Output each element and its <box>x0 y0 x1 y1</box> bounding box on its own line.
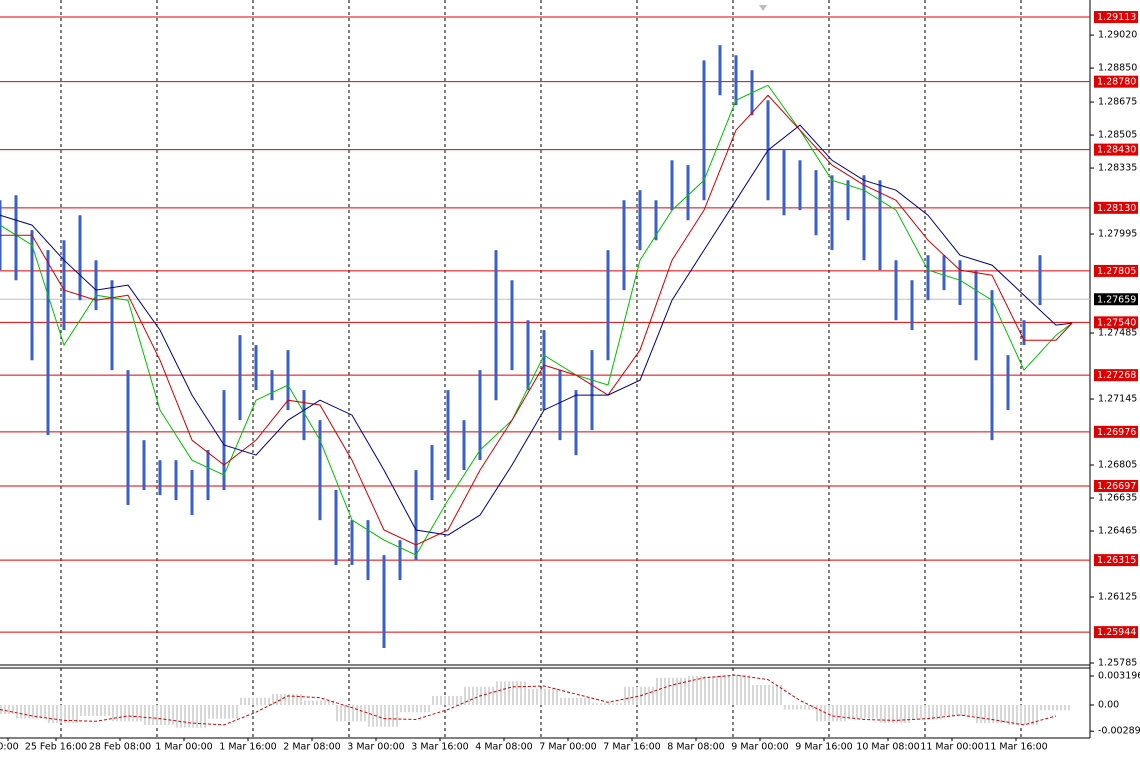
level-label: 1.28780 <box>1097 77 1136 88</box>
level-label: 1.28430 <box>1097 145 1136 156</box>
histogram-bar <box>144 704 176 725</box>
shift-marker <box>759 5 767 11</box>
level-label-box <box>1094 316 1138 329</box>
x-tick-label: 1 Mar 00:00 <box>155 742 212 753</box>
y-tick-label: -0.002893 <box>1098 726 1140 737</box>
histogram-bar <box>976 704 1008 724</box>
x-tick-label: 11 Mar 00:00 <box>920 742 983 753</box>
histogram-bar <box>80 704 112 716</box>
x-tick-label: 1 Mar 16:00 <box>219 742 276 753</box>
y-tick-label: 1.27145 <box>1098 394 1137 405</box>
histogram-bar <box>720 675 752 705</box>
x-tick-label: 10 Mar 08:00 <box>856 742 919 753</box>
histogram-bar <box>208 704 240 719</box>
histogram-bar <box>592 703 624 705</box>
histogram-bar <box>272 694 304 705</box>
x-tick-label: 11 Mar 16:00 <box>984 742 1047 753</box>
histogram-bar <box>880 704 912 724</box>
histogram-bar <box>656 677 688 705</box>
histogram-bar <box>624 686 656 705</box>
y-tick-label: 1.27995 <box>1098 229 1137 240</box>
histogram-bar <box>48 704 80 724</box>
histogram-bar <box>304 700 336 705</box>
y-tick-label: 1.29020 <box>1098 30 1137 41</box>
level-label-box <box>1094 143 1138 156</box>
level-label-box <box>1094 201 1138 214</box>
x-tick-label: 7 Mar 00:00 <box>539 742 596 753</box>
histogram-bar <box>400 704 432 713</box>
histogram-bar <box>784 704 816 710</box>
histogram-bar <box>560 697 592 705</box>
x-tick-label: 7 Mar 16:00 <box>603 742 660 753</box>
x-tick-label: 3 Mar 00:00 <box>347 742 404 753</box>
level-label-box <box>1094 11 1138 24</box>
x-tick-label: 0:00 <box>0 742 19 753</box>
current-price-label: 1.27659 <box>1097 294 1136 305</box>
level-label: 1.27805 <box>1097 266 1136 277</box>
histogram-bar <box>16 704 48 719</box>
histogram-bar <box>752 685 784 705</box>
y-tick-label: 1.26125 <box>1098 592 1137 603</box>
y-tick-label: 1.28850 <box>1098 63 1137 74</box>
histogram-bar <box>240 697 272 705</box>
histogram-bar <box>112 704 144 722</box>
moving-average <box>0 84 1073 556</box>
histogram-bar <box>1040 704 1072 711</box>
level-label: 1.26697 <box>1097 481 1136 492</box>
level-label: 1.26315 <box>1097 555 1136 566</box>
level-label-box <box>1094 626 1138 639</box>
level-label-box <box>1094 554 1138 567</box>
y-tick-label: 1.28505 <box>1098 130 1137 141</box>
level-label-box <box>1094 264 1138 277</box>
histogram-bar <box>0 704 16 715</box>
level-label: 1.26976 <box>1097 427 1136 438</box>
histogram-bar <box>912 704 944 720</box>
y-tick-label: 1.25785 <box>1098 658 1137 669</box>
level-label-box <box>1094 425 1138 438</box>
level-label: 1.25944 <box>1097 627 1136 638</box>
histogram-bar <box>176 704 208 728</box>
x-tick-label: 25 Feb 16:00 <box>25 742 87 753</box>
x-tick-label: 2 Mar 08:00 <box>283 742 340 753</box>
level-label-box <box>1094 479 1138 492</box>
y-tick-label: 1.28675 <box>1098 97 1137 108</box>
x-tick-label: 28 Feb 08:00 <box>89 742 151 753</box>
histogram-bar <box>432 695 464 705</box>
histogram-bar <box>1008 704 1040 725</box>
signal-line <box>0 674 1057 726</box>
histogram-bar <box>528 688 560 705</box>
x-tick-label: 9 Mar 16:00 <box>795 742 852 753</box>
x-tick-label: 4 Mar 08:00 <box>475 742 532 753</box>
level-label: 1.27540 <box>1097 317 1136 328</box>
moving-average <box>0 94 1073 546</box>
x-tick-label: 8 Mar 08:00 <box>667 742 724 753</box>
histogram-bar <box>496 681 528 705</box>
level-label-box <box>1094 75 1138 88</box>
x-tick-label: 3 Mar 16:00 <box>411 742 468 753</box>
level-label: 1.29113 <box>1097 12 1136 23</box>
y-tick-label: 1.26465 <box>1098 526 1137 537</box>
histogram-bar <box>688 675 720 705</box>
histogram-bar <box>336 704 368 722</box>
x-tick-label: 9 Mar 00:00 <box>731 742 788 753</box>
level-label-box <box>1094 369 1138 382</box>
histogram-bar <box>368 704 400 727</box>
histogram-bar <box>944 704 976 716</box>
y-tick-label: 1.26805 <box>1098 460 1137 471</box>
y-tick-label: 1.28335 <box>1098 163 1137 174</box>
histogram-bar <box>848 704 880 719</box>
current-price-box <box>1094 293 1138 306</box>
moving-average <box>0 124 1073 536</box>
y-tick-label: 1.27485 <box>1098 328 1137 339</box>
y-tick-label: 0.00 <box>1098 699 1119 710</box>
y-tick-label: 0.003196 <box>1098 671 1140 682</box>
level-label: 1.27268 <box>1097 370 1136 381</box>
level-label: 1.28130 <box>1097 203 1136 214</box>
histogram-bar <box>816 704 848 722</box>
y-tick-label: 1.26635 <box>1098 493 1137 504</box>
